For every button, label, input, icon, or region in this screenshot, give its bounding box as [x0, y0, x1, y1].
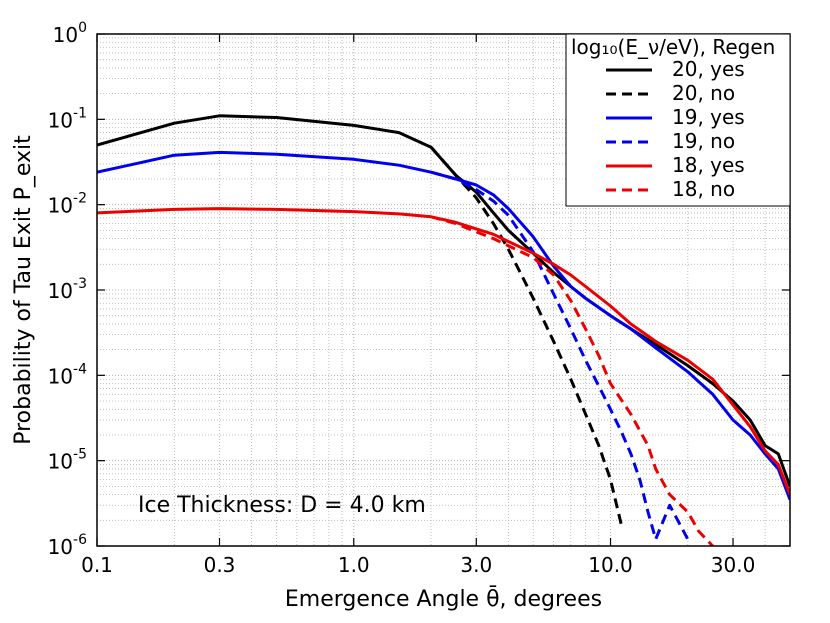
series-group — [97, 114, 790, 546]
series-line-20-no — [429, 146, 623, 525]
x-tick-label: 1.0 — [338, 553, 370, 577]
x-tick-label: 3.0 — [460, 553, 492, 577]
y-tick-label: 10-1 — [48, 105, 87, 132]
legend-label: 19, no — [672, 129, 735, 153]
legend-title: log₁₀(E_ν/eV), Regen — [571, 35, 775, 59]
legend-label: 18, yes — [672, 153, 745, 177]
legend-label: 20, yes — [672, 57, 745, 81]
x-tick-label: 10.0 — [588, 553, 633, 577]
legend-label: 20, no — [672, 81, 735, 105]
series-line-19-no — [430, 170, 690, 541]
y-tick-label: 10-4 — [48, 361, 88, 388]
series-line-18-yes — [97, 207, 790, 496]
legend-box — [565, 33, 791, 207]
y-tick-label: 100 — [53, 20, 87, 47]
ice-thickness-annotation: Ice Thickness: D = 4.0 km — [138, 493, 426, 518]
x-tick-label: 0.3 — [204, 553, 236, 577]
series-line-19-yes — [97, 150, 790, 501]
x-axis-title: Emergence Angle θ̄, degrees — [285, 586, 602, 612]
y-tick-label: 10-6 — [48, 532, 88, 559]
axis-ticks: 0.1 0.3 1.0 3.0 10.0 30.0 10-6 10-5 10-4 10-3 10-2… — [48, 20, 790, 577]
x-tick-label: 30.0 — [711, 553, 756, 577]
legend-label: 19, yes — [672, 105, 745, 129]
x-tick-label: 0.1 — [81, 553, 113, 577]
series-line-18-no — [430, 215, 714, 546]
y-tick-label: 10-2 — [48, 191, 87, 218]
y-tick-label: 10-5 — [48, 447, 87, 474]
series-line-20-yes — [97, 114, 790, 487]
y-tick-label: 10-3 — [48, 276, 87, 303]
y-axis-title: Probability of Tau Exit P_exit — [11, 135, 36, 445]
grid-lines — [97, 34, 790, 546]
legend-label: 18, no — [672, 177, 735, 201]
